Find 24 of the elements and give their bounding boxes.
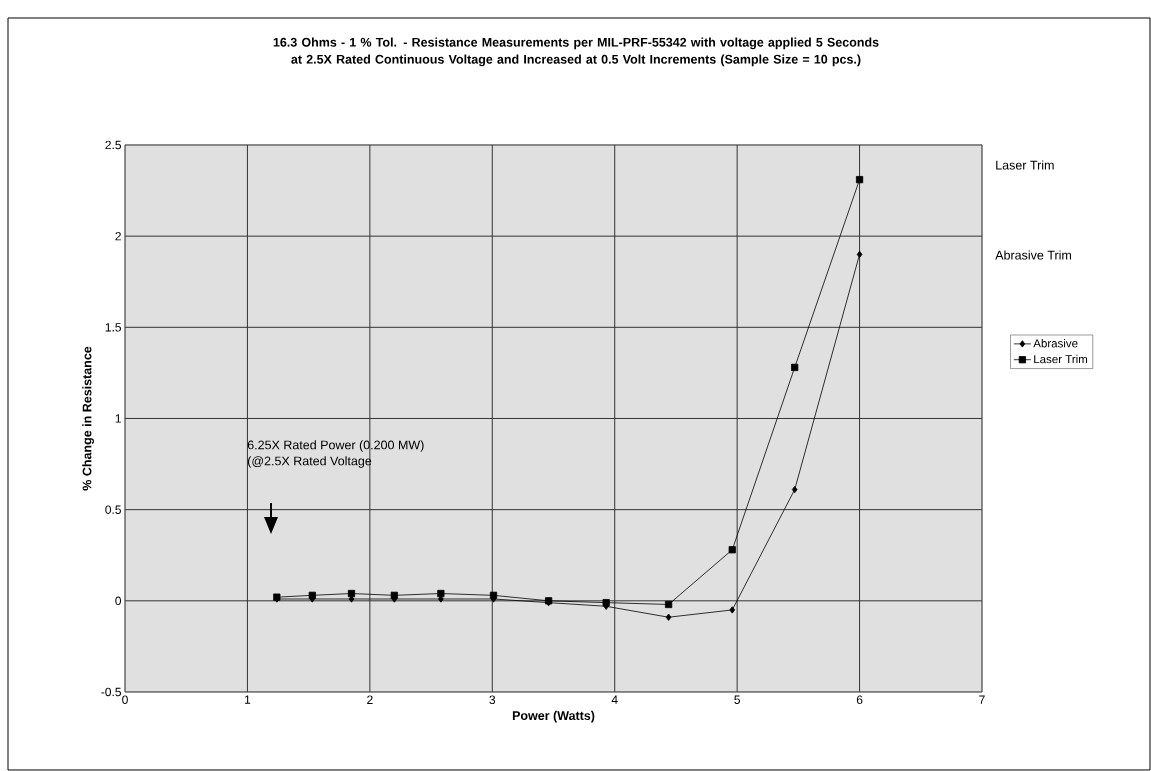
text: Laser Trim: [996, 160, 1054, 170]
legend-label: Abrasive: [1033, 338, 1078, 348]
y-tick-label: 2: [115, 231, 121, 241]
x-tick-label: 0: [122, 695, 128, 705]
y-tick-label: 1: [115, 414, 121, 423]
x-tick-label: 6: [856, 695, 863, 705]
annotation: (@2.5X Rated Voltage: [247, 456, 372, 468]
x-tick-label: 4: [611, 695, 618, 704]
legend-label: Laser Trim: [1034, 354, 1088, 364]
y-tick-label: 2.5: [105, 140, 121, 150]
y-tick-label: 1.5: [105, 323, 121, 332]
y-tick-label: 0: [115, 596, 122, 606]
y-tick-label: 0.5: [105, 505, 121, 514]
annotation: 6.25X Rated Power (0.200 MW): [247, 440, 424, 452]
x-tick-label: 2: [367, 695, 373, 704]
x-axis-title: Power (Watts): [512, 710, 595, 723]
chart-title: 16.3 Ohms - 1 % Tol. - Resistance Measurements per MIL-PRF-55342 with voltage applied 5 Seconds at 2.5X Rated Continuous Voltage and Increased at 0.5 Volt Increments (Sample Size = 10 pcs.): [273, 37, 879, 67]
x-tick-label: 7: [979, 695, 985, 704]
text: Abrasive Trim: [995, 250, 1072, 260]
y-tick-label: -0.5: [101, 687, 121, 697]
x-tick-label: 1: [245, 695, 251, 704]
x-tick-label: 3: [489, 695, 496, 705]
x-tick-label: 5: [734, 695, 740, 704]
y-axis-title: % Change in Resistance: [82, 346, 94, 491]
